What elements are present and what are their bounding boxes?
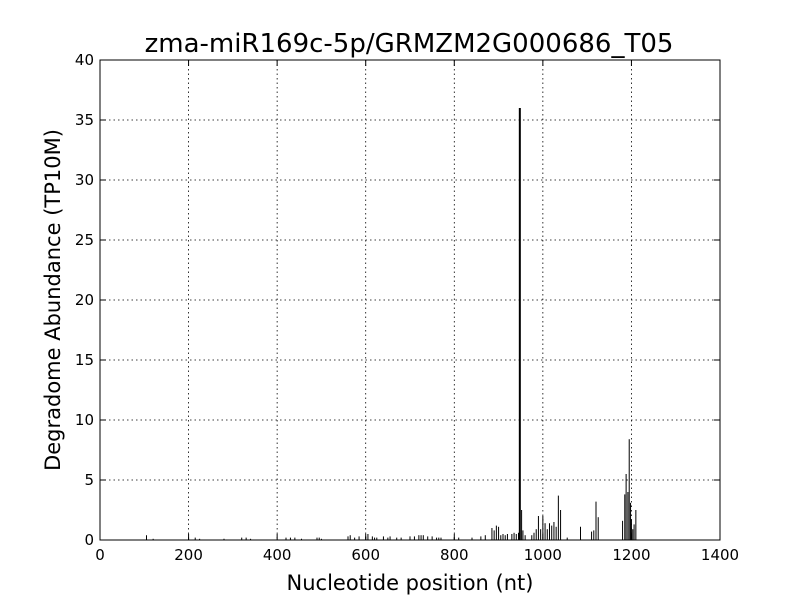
x-axis-label: Nucleotide position (nt) bbox=[287, 571, 534, 595]
y-tick-label: 25 bbox=[75, 231, 94, 249]
x-tick-label: 800 bbox=[440, 546, 469, 564]
grid-layer bbox=[99, 59, 721, 541]
x-tick-label: 1400 bbox=[701, 546, 739, 564]
x-tick-label: 200 bbox=[174, 546, 203, 564]
y-tick-label: 35 bbox=[75, 111, 94, 129]
y-tick-label: 20 bbox=[75, 291, 94, 309]
y-tick-label: 5 bbox=[84, 471, 94, 489]
x-tick-label: 600 bbox=[351, 546, 380, 564]
x-tick-label: 1200 bbox=[612, 546, 650, 564]
x-tick-label: 400 bbox=[263, 546, 292, 564]
y-tick-label: 30 bbox=[75, 171, 94, 189]
y-tick-label: 10 bbox=[75, 411, 94, 429]
y-tick-label: 15 bbox=[75, 351, 94, 369]
y-tick-label: 40 bbox=[75, 51, 94, 69]
chart-title: zma-miR169c-5p/GRMZM2G000686_T05 bbox=[145, 29, 674, 59]
y-tick-label: 0 bbox=[84, 531, 94, 549]
bar-layer bbox=[146, 439, 637, 540]
tick-layer: 0 200 400 600 800 1000 1200 1400 0 5 10 15 20 25 30 35 4… bbox=[75, 51, 739, 564]
x-tick-label: 1000 bbox=[524, 546, 562, 564]
y-axis-label: Degradome Abundance (TP10M) bbox=[41, 129, 65, 471]
x-tick-label: 0 bbox=[95, 546, 105, 564]
